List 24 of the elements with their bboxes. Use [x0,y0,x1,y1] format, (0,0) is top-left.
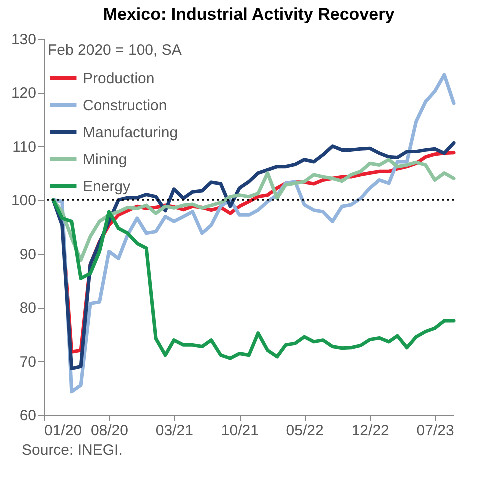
legend-label: Energy [83,178,132,196]
x-tick-label: 08/20 [90,422,128,440]
legend-label: Manufacturing [83,124,178,142]
y-tick-label: 60 [20,408,36,424]
y-tick-label: 90 [20,246,36,264]
x-tick-label: 01/20 [44,422,82,440]
chart-title: Mexico: Industrial Activity Recovery [103,5,396,24]
legend-label: Mining [83,152,128,168]
legend-label: Production [83,70,155,88]
y-tick-label: 110 [12,138,36,156]
line-series [52,198,456,360]
x-tick-label: 05/22 [286,422,324,440]
source-note: Source: INEGI. [22,442,124,459]
y-tick-label: 100 [11,192,36,210]
y-tick-label: 130 [11,32,36,48]
legend-label: Construction [83,98,168,114]
y-tick-label: 120 [11,85,36,102]
y-tick-label: 70 [20,354,36,371]
y-tick-label: 80 [20,300,36,318]
legend-title: Feb 2020 = 100, SA [48,42,182,59]
x-tick-label: 07/23 [416,422,454,440]
x-tick-label: 12/22 [352,422,390,440]
x-tick-label: 10/21 [221,422,259,440]
x-tick-label: 03/21 [156,422,194,440]
